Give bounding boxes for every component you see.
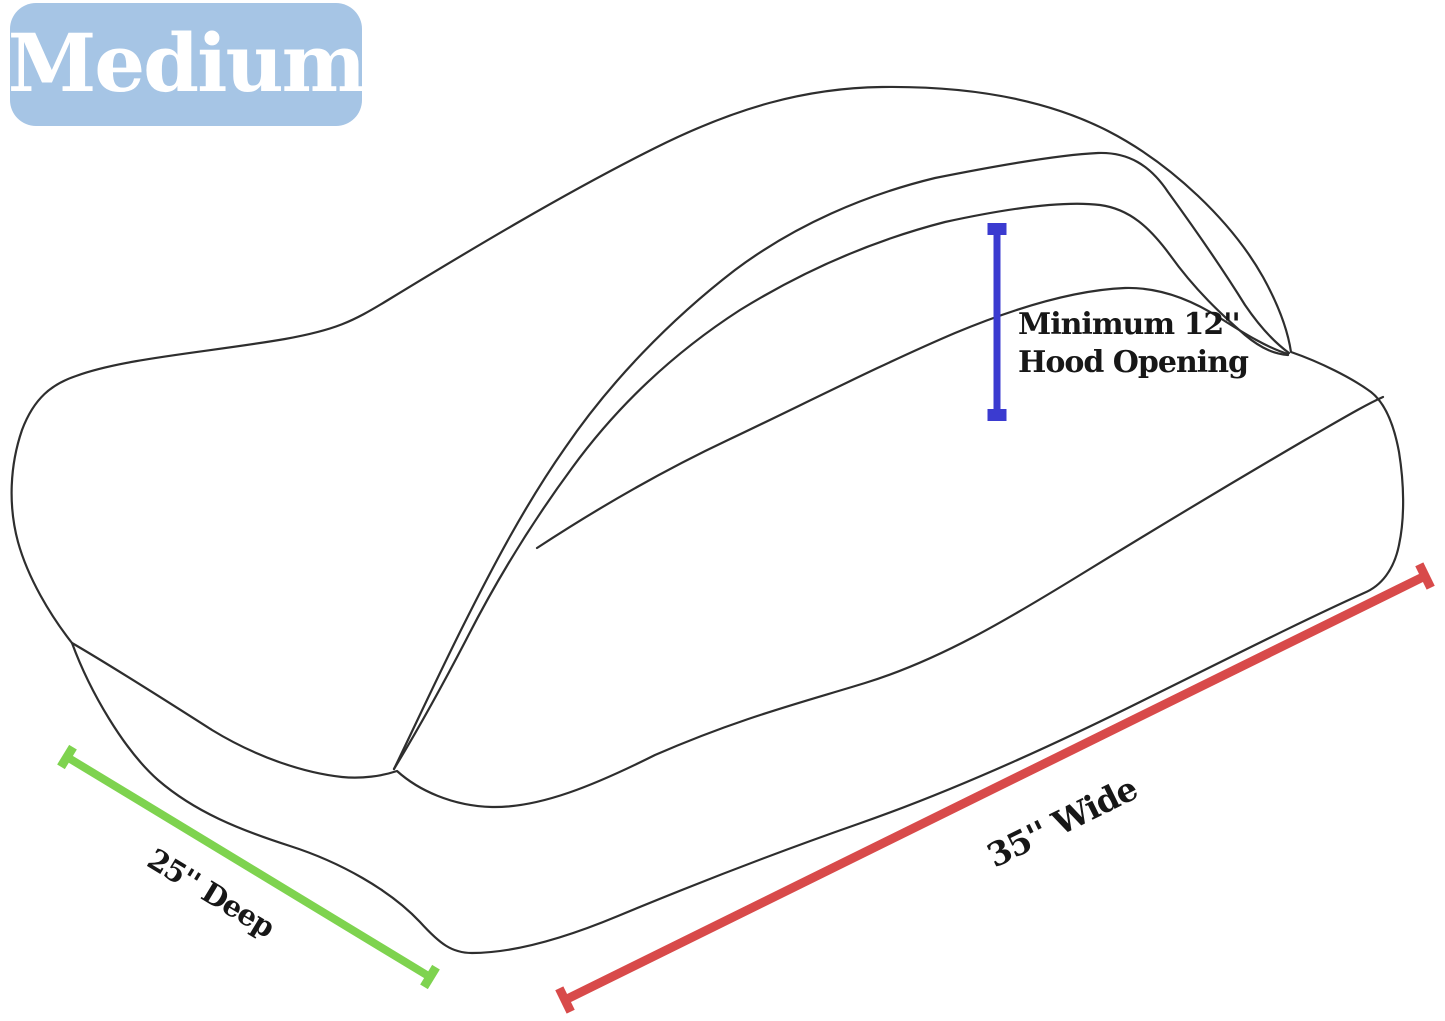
hood-opening-label-line2: Hood Opening (1018, 345, 1249, 380)
hood-opening-inner-arc (535, 286, 1290, 550)
bed-base-seam (70, 395, 1385, 809)
hood-rim-inner-arc (392, 202, 1290, 771)
size-badge: Medium (7, 3, 367, 126)
hood-opening-label: Minimum 12'' Hood Opening (1018, 306, 1249, 382)
width-dimension-line (555, 562, 1435, 1014)
size-badge-label: Medium (7, 15, 367, 110)
bed-outer-outline (10, 85, 1405, 955)
hood-rim-outer-arc (392, 151, 1291, 771)
hood-opening-dimension-line (987, 223, 1007, 421)
depth-dimension-line (57, 744, 440, 990)
hood-opening-label-line1: Minimum 12'' (1018, 307, 1241, 342)
